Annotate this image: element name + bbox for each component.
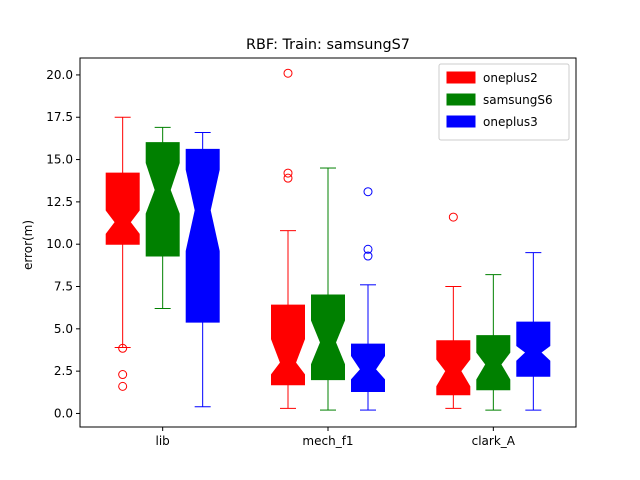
flier-point <box>118 370 128 380</box>
boxplot-samsungS6-clark_A <box>476 274 511 411</box>
flier-point <box>283 68 293 78</box>
flier-point <box>363 244 373 254</box>
legend-swatch-samsungS6 <box>446 93 476 106</box>
y-tick-label: 12.5 <box>46 195 73 209</box>
chart-title: RBF: Train: samsungS7 <box>246 37 410 53</box>
legend-swatch-oneplus2 <box>446 71 476 84</box>
flier-point <box>283 168 293 178</box>
flier-point <box>283 173 293 183</box>
axes: 0.0 2.5 5.0 7.5 10.0 12.5 15.0 17.5 20.0 lib mech_… <box>46 57 577 448</box>
box-body <box>476 335 511 391</box>
y-tick-label: 15.0 <box>46 153 73 167</box>
box-body <box>145 142 180 257</box>
x-tick-label: lib <box>156 434 170 448</box>
boxplot-samsungS6-lib <box>145 126 180 310</box>
legend-label-oneplus2: oneplus2 <box>483 71 538 85</box>
boxplot-oneplus2-mech_f1 <box>271 68 305 409</box>
x-tick-label: clark_A <box>472 434 516 448</box>
legend-swatch-oneplus3 <box>446 115 476 128</box>
flier-point <box>118 343 128 353</box>
box-body <box>185 148 220 323</box>
y-tick-label: 7.5 <box>54 280 73 294</box>
legend-label-oneplus3: oneplus3 <box>483 115 538 129</box>
box-body <box>516 321 551 377</box>
legend: oneplus2 samsungS6 oneplus3 <box>438 63 570 141</box>
y-tick-label: 5.0 <box>54 322 73 336</box>
boxplot-oneplus2-clark_A <box>436 212 471 409</box>
boxplot-oneplus3-clark_A <box>516 252 551 411</box>
y-tick-label: 17.5 <box>46 110 73 124</box>
y-tick-label: 2.5 <box>54 364 73 378</box>
boxplot-oneplus3-lib <box>185 131 220 408</box>
y-tick-label: 20.0 <box>46 68 73 82</box>
box-body <box>351 343 385 392</box>
boxplot-oneplus2-lib <box>105 116 140 391</box>
boxplot-samsungS6-mech_f1 <box>311 167 345 411</box>
x-tick-label: mech_f1 <box>302 434 353 448</box>
legend-label-samsungS6: samsungS6 <box>483 93 553 107</box>
y-tick-label: 10.0 <box>46 237 73 251</box>
y-tick-label: 0.0 <box>54 406 73 420</box>
box-body <box>105 172 140 245</box>
plot-area <box>105 68 551 411</box>
flier-point <box>118 381 128 391</box>
boxplot-oneplus3-mech_f1 <box>351 187 385 411</box>
y-axis-label: error(m) <box>21 220 35 270</box>
flier-point <box>363 187 373 197</box>
flier-point <box>448 212 458 222</box>
box-body <box>271 304 305 386</box>
box-body <box>436 340 471 396</box>
flier-point <box>363 251 373 261</box>
box-body <box>311 294 345 381</box>
